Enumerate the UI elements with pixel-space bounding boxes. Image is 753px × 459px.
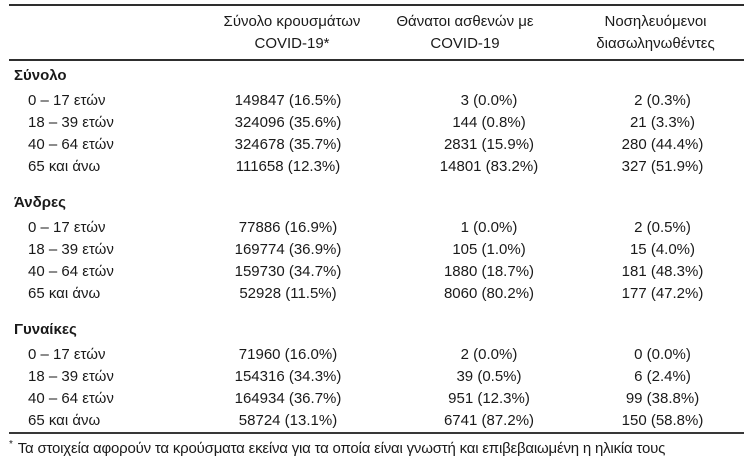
covid-age-sex-stats-table: Σύνολο κρουσμάτων COVID-19* Θάνατοι ασθε… <box>9 4 744 432</box>
col-header-intubated-line2: διασωληνωθέντες <box>596 34 715 52</box>
age-group-label: 18 – 39 ετών <box>28 241 114 258</box>
footnote: * Τα στοιχεία αφορούν τα κρούσματα εκείνα… <box>9 432 744 457</box>
cases-value: 159730 (34.7%) <box>234 263 342 280</box>
deaths-value: 1880 (18.7%) <box>443 263 535 280</box>
cases-value: 324096 (35.6%) <box>234 114 342 131</box>
deaths-value: 1 (0.0%) <box>460 219 518 236</box>
age-group-label: 65 και άνω <box>28 158 101 175</box>
deaths-value: 2 (0.0%) <box>460 346 518 363</box>
cases-value: 111658 (12.3%) <box>235 158 341 175</box>
intubated-value: 6 (2.4%) <box>634 368 691 385</box>
intubated-value: 0 (0.0%) <box>634 346 691 363</box>
age-group-label: 0 – 17 ετών <box>28 219 106 236</box>
age-group-label: 65 και άνω <box>28 412 101 429</box>
deaths-value: 8060 (80.2%) <box>443 285 535 302</box>
table-row: 40 – 64 ετών 164934 (36.7%) 951 (12.3%) … <box>9 388 744 410</box>
cases-value: 52928 (11.5%) <box>239 285 337 302</box>
col-header-deaths-line1: Θάνατοι ασθενών με <box>396 12 534 30</box>
age-group-label: 65 και άνω <box>28 285 101 302</box>
empty-header-cell <box>9 5 205 61</box>
table-row: 18 – 39 ετών 324096 (35.6%) 144 (0.8%) 2… <box>9 112 744 134</box>
table-row: 65 και άνω 111658 (12.3%) 14801 (83.2%) … <box>9 156 744 178</box>
col-header-total-cases: Σύνολο κρουσμάτων COVID-19* <box>205 5 379 61</box>
intubated-value: 280 (44.4%) <box>621 136 704 153</box>
footnote-marker: * <box>9 439 13 450</box>
deaths-value: 105 (1.0%) <box>452 241 526 258</box>
cases-value: 71960 (16.0%) <box>238 346 338 363</box>
section-row-total: Σύνολο <box>9 60 744 90</box>
age-group-label: 0 – 17 ετών <box>28 92 106 109</box>
deaths-value: 39 (0.5%) <box>456 368 522 385</box>
table-row: 18 – 39 ετών 169774 (36.9%) 105 (1.0%) 1… <box>9 239 744 261</box>
cases-value: 164934 (36.7%) <box>234 390 342 407</box>
col-header-intubated-line1: Νοσηλευόμενοι <box>604 12 707 30</box>
age-group-label: 40 – 64 ετών <box>28 136 114 153</box>
footnote-text: Τα στοιχεία αφορούν τα κρούσματα εκείνα … <box>17 440 666 457</box>
deaths-value: 951 (12.3%) <box>448 390 530 407</box>
cases-value: 77886 (16.9%) <box>238 219 338 236</box>
age-group-label: 18 – 39 ετών <box>28 114 114 131</box>
deaths-value: 3 (0.0%) <box>460 92 518 109</box>
table-row: 18 – 39 ετών 154316 (34.3%) 39 (0.5%) 6 … <box>9 366 744 388</box>
intubated-value: 99 (38.8%) <box>625 390 700 407</box>
cases-value: 149847 (16.5%) <box>234 92 342 109</box>
intubated-value: 327 (51.9%) <box>621 158 704 175</box>
cases-value: 154316 (34.3%) <box>234 368 342 385</box>
table-row: 0 – 17 ετών 71960 (16.0%) 2 (0.0%) 0 (0.… <box>9 344 744 366</box>
intubated-value: 177 (47.2%) <box>621 285 704 302</box>
col-header-total-cases-line2: COVID-19* <box>254 34 330 52</box>
col-header-total-cases-line1: Σύνολο κρουσμάτων <box>223 12 361 30</box>
age-group-label: 0 – 17 ετών <box>28 346 106 363</box>
age-group-label: 18 – 39 ετών <box>28 368 114 385</box>
cases-value: 324678 (35.7%) <box>234 136 342 153</box>
table-row: 0 – 17 ετών 77886 (16.9%) 1 (0.0%) 2 (0.… <box>9 217 744 239</box>
cases-value: 58724 (13.1%) <box>238 412 338 429</box>
intubated-value: 2 (0.3%) <box>634 92 691 109</box>
header-row: Σύνολο κρουσμάτων COVID-19* Θάνατοι ασθε… <box>9 5 744 61</box>
section-label: Άνδρες <box>14 194 66 211</box>
intubated-value: 2 (0.5%) <box>634 219 691 236</box>
section-row-men: Άνδρες <box>9 178 744 217</box>
section-row-women: Γυναίκες <box>9 305 744 344</box>
age-group-label: 40 – 64 ετών <box>28 390 114 407</box>
intubated-value: 15 (4.0%) <box>629 241 696 258</box>
intubated-value: 21 (3.3%) <box>629 114 696 131</box>
table-row: 0 – 17 ετών 149847 (16.5%) 3 (0.0%) 2 (0… <box>9 90 744 112</box>
table-row: 40 – 64 ετών 159730 (34.7%) 1880 (18.7%)… <box>9 261 744 283</box>
col-header-deaths-line2: COVID-19 <box>430 34 500 52</box>
intubated-value: 181 (48.3%) <box>621 263 704 280</box>
table-row: 40 – 64 ετών 324678 (35.7%) 2831 (15.9%)… <box>9 134 744 156</box>
deaths-value: 2831 (15.9%) <box>443 136 535 153</box>
age-group-label: 40 – 64 ετών <box>28 263 114 280</box>
cases-value: 169774 (36.9%) <box>234 241 342 258</box>
table-row: 65 και άνω 58724 (13.1%) 6741 (87.2%) 15… <box>9 410 744 432</box>
intubated-value: 150 (58.8%) <box>621 412 704 429</box>
table-row: 65 και άνω 52928 (11.5%) 8060 (80.2%) 17… <box>9 283 744 305</box>
deaths-value: 14801 (83.2%) <box>439 158 539 175</box>
col-header-deaths: Θάνατοι ασθενών με COVID-19 <box>379 5 569 61</box>
deaths-value: 6741 (87.2%) <box>443 412 535 429</box>
section-label: Σύνολο <box>14 67 67 84</box>
col-header-intubated: Νοσηλευόμενοι διασωληνωθέντες <box>569 5 744 61</box>
deaths-value: 144 (0.8%) <box>452 114 526 131</box>
section-label: Γυναίκες <box>14 321 77 338</box>
